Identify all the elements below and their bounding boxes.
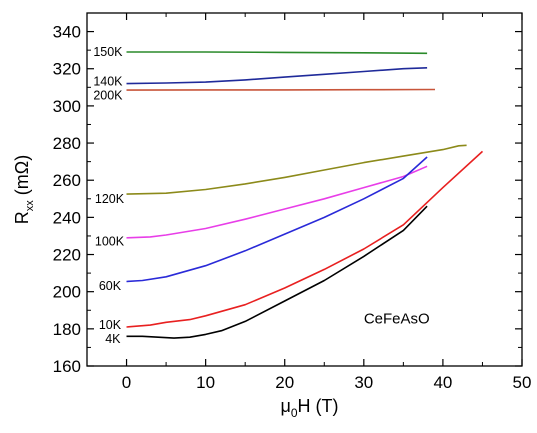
y-axis-title-main: R [12,211,32,224]
series-label-140k: 140K [93,75,123,89]
series-line-4k [126,205,428,339]
plot-marks [126,51,484,339]
y-tick-label: 220 [53,246,81,265]
y-tick-label: 160 [53,357,81,376]
series-line-10k [126,150,484,328]
x-axis-title-sub: 0 [291,406,298,420]
axes: 0 10 20 30 40 50 160 180 200 220 240 260 280 300 320 34… [53,12,532,392]
series-label-60k: 60K [99,279,122,293]
series-label-100k: 100K [95,235,125,249]
x-tick-label: 20 [275,373,294,392]
series-label-120k: 120K [95,192,125,206]
x-tick-label: 10 [196,373,215,392]
series-label-150k: 150K [93,45,123,59]
y-axis-title-rest: (mΩ) [12,155,32,200]
plot-frame [86,12,523,367]
y-axis-title-sub: xx [24,200,36,212]
x-tick-label: 30 [354,373,373,392]
y-tick-label: 280 [53,134,81,153]
y-tick-label: 180 [53,320,81,339]
y-tick-label: 300 [53,97,81,116]
y-tick-label: 240 [53,208,81,227]
series-line-100k [126,165,428,239]
series-label-4k: 4K [105,332,121,346]
x-axis-title-main: μ [280,396,290,416]
material-annotation: CeFeAsO [364,310,430,327]
y-tick-label: 340 [53,23,81,42]
y-axis-title: Rxx (mΩ) [12,155,36,224]
x-axis-title: μ0H (T) [280,396,338,420]
series-line-150k [126,51,428,55]
y-tick-label: 260 [53,171,81,190]
x-tick-label: 0 [122,373,131,392]
labels: μ0H (T)Rxx (mΩ)150K140K200K120K100K60K10… [12,45,430,420]
series-label-200k: 200K [93,89,123,103]
series-line-140k [126,67,428,85]
x-tick-label: 40 [433,373,452,392]
x-axis-title-rest: H (T) [298,396,339,416]
series-line-200k [126,88,436,91]
y-tick-label: 320 [53,60,81,79]
series-label-10k: 10K [99,318,122,332]
y-tick-label: 200 [53,283,81,302]
series-line-120k [126,144,467,195]
x-tick-label: 50 [513,373,532,392]
series-line-60k [126,156,428,283]
